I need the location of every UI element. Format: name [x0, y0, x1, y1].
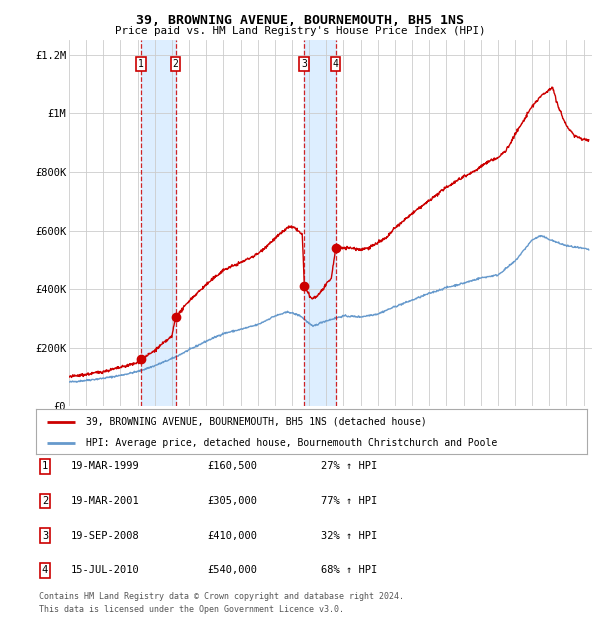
Text: This data is licensed under the Open Government Licence v3.0.: This data is licensed under the Open Gov…	[39, 604, 344, 614]
Text: HPI: Average price, detached house, Bournemouth Christchurch and Poole: HPI: Average price, detached house, Bour…	[86, 438, 497, 448]
Text: 2: 2	[42, 496, 48, 506]
Text: £540,000: £540,000	[207, 565, 257, 575]
Text: 39, BROWNING AVENUE, BOURNEMOUTH, BH5 1NS (detached house): 39, BROWNING AVENUE, BOURNEMOUTH, BH5 1N…	[86, 417, 427, 427]
Text: 4: 4	[332, 59, 338, 69]
Text: 68% ↑ HPI: 68% ↑ HPI	[321, 565, 377, 575]
Text: Contains HM Land Registry data © Crown copyright and database right 2024.: Contains HM Land Registry data © Crown c…	[39, 592, 404, 601]
Text: £305,000: £305,000	[207, 496, 257, 506]
Text: Price paid vs. HM Land Registry's House Price Index (HPI): Price paid vs. HM Land Registry's House …	[115, 26, 485, 36]
Text: 4: 4	[42, 565, 48, 575]
Text: 3: 3	[301, 59, 307, 69]
Bar	[304, 40, 335, 406]
Text: 39, BROWNING AVENUE, BOURNEMOUTH, BH5 1NS: 39, BROWNING AVENUE, BOURNEMOUTH, BH5 1N…	[136, 14, 464, 27]
Text: 19-MAR-1999: 19-MAR-1999	[71, 461, 140, 471]
Text: 1: 1	[138, 59, 144, 69]
Text: 15-JUL-2010: 15-JUL-2010	[71, 565, 140, 575]
Text: 1: 1	[42, 461, 48, 471]
Text: 77% ↑ HPI: 77% ↑ HPI	[321, 496, 377, 506]
Bar	[141, 40, 176, 406]
Text: 32% ↑ HPI: 32% ↑ HPI	[321, 531, 377, 541]
Text: 19-SEP-2008: 19-SEP-2008	[71, 531, 140, 541]
Text: £410,000: £410,000	[207, 531, 257, 541]
Text: 2: 2	[173, 59, 178, 69]
Text: 27% ↑ HPI: 27% ↑ HPI	[321, 461, 377, 471]
Text: £160,500: £160,500	[207, 461, 257, 471]
Text: 19-MAR-2001: 19-MAR-2001	[71, 496, 140, 506]
Text: 3: 3	[42, 531, 48, 541]
